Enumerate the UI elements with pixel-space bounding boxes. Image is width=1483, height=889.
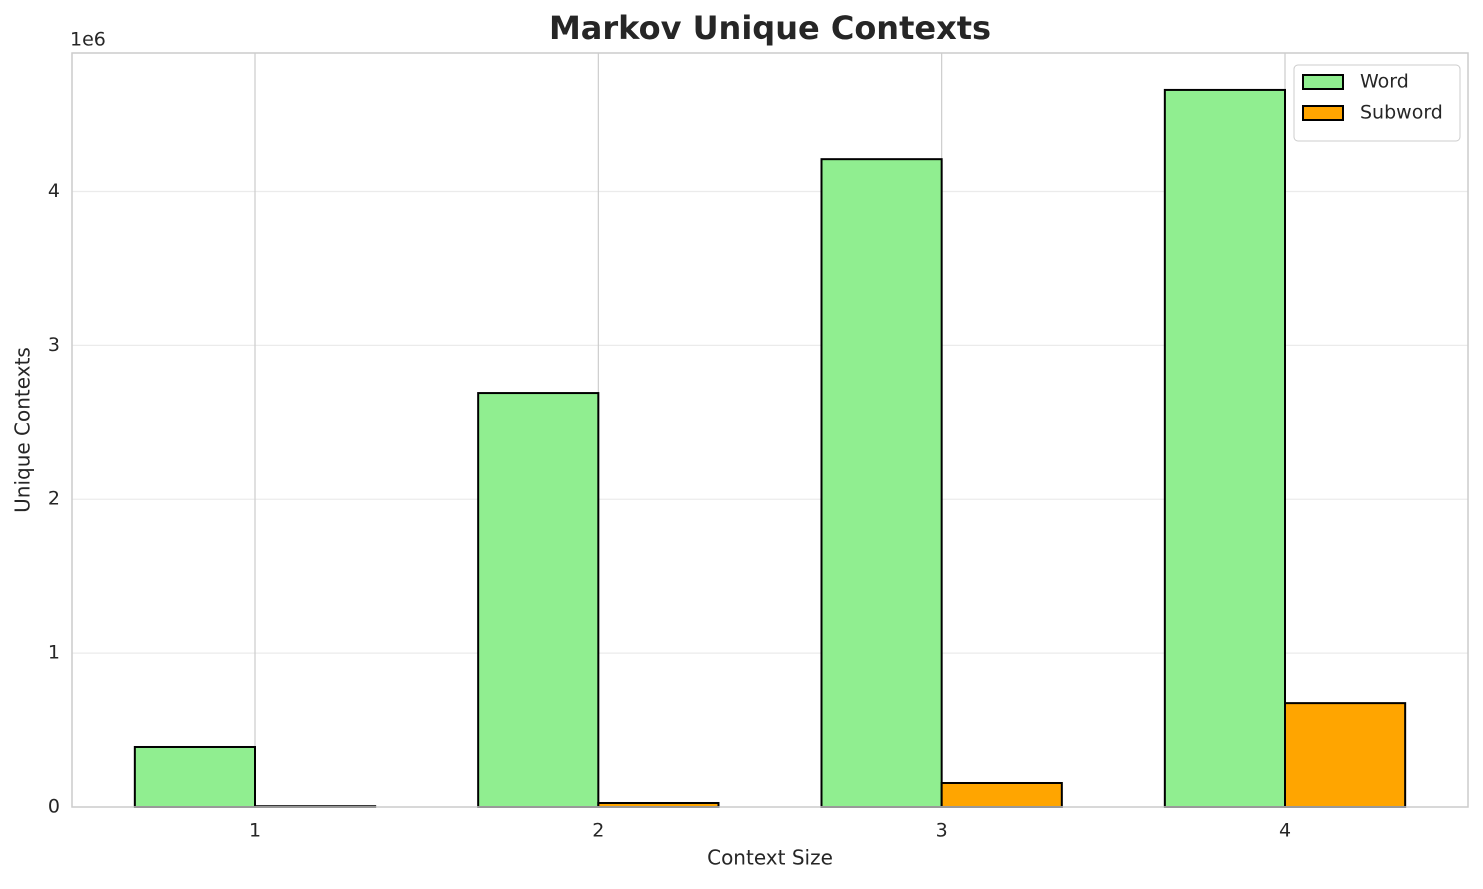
- y-tick-label: 3: [48, 334, 60, 356]
- x-tick-label: 1: [249, 820, 261, 842]
- y-tick-label: 2: [48, 488, 60, 510]
- y-tick-label: 4: [48, 180, 60, 202]
- x-axis-label: Context Size: [707, 846, 833, 870]
- bar: [820, 158, 943, 808]
- y-tick-label: 0: [48, 796, 60, 818]
- chart-title: Markov Unique Contexts: [549, 9, 991, 47]
- x-tick-label: 4: [1279, 820, 1291, 842]
- y-offset-label: 1e6: [70, 29, 106, 51]
- x-tick-label: 2: [592, 820, 604, 842]
- legend-swatch: [1302, 74, 1344, 90]
- legend-label: Word: [1360, 71, 1409, 93]
- y-axis-label: Unique Contexts: [11, 347, 35, 513]
- legend-swatch: [1302, 105, 1344, 121]
- bar: [940, 781, 1063, 809]
- legend-label: Subword: [1360, 102, 1443, 124]
- bar: [1284, 702, 1407, 808]
- bar: [1163, 88, 1287, 809]
- bar: [477, 392, 600, 808]
- x-tick-label: 3: [936, 820, 948, 842]
- plot-frame: [71, 52, 1469, 808]
- y-tick-label: 1: [48, 642, 60, 664]
- bar: [133, 745, 256, 808]
